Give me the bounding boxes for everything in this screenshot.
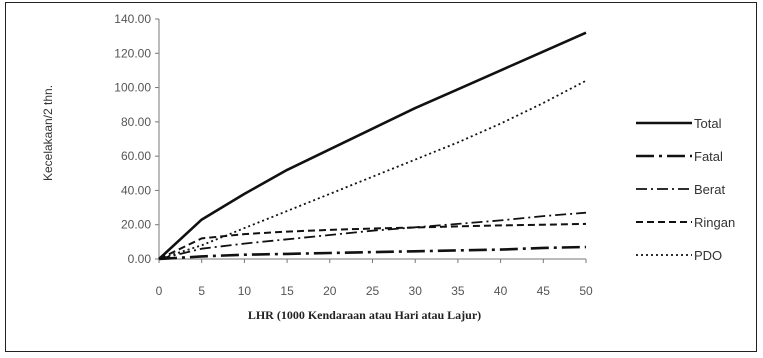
line-chart: 0.00 20.00 40.00 60.00 80.00 100.00 120.00 140.…: [41, 12, 735, 322]
y-axis-label: Kecelakaan/2 thn.: [41, 85, 55, 181]
chart-frame: 0.00 20.00 40.00 60.00 80.00 100.00 120.00 140.…: [5, 2, 757, 352]
axes: 0.00 20.00 40.00 60.00 80.00 100.00 120.00 140.…: [114, 12, 593, 298]
x-tick-label: 50: [579, 284, 593, 298]
x-tick-label: 0: [156, 284, 163, 298]
y-tick-label: 60.00: [121, 149, 151, 163]
x-tick-label: 40: [494, 284, 508, 298]
legend-label-total: Total: [694, 116, 722, 131]
legend-label-berat: Berat: [694, 182, 725, 197]
y-tick-label: 20.00: [121, 218, 151, 232]
x-axis-label: LHR (1000 Kendaraan atau Hari atau Lajur…: [248, 308, 481, 322]
series-group: [158, 31, 587, 261]
y-tick-label: 140.00: [114, 12, 151, 26]
x-tick-label: 15: [280, 284, 294, 298]
legend-label-ringan: Ringan: [694, 215, 735, 230]
series-line-pdo: [158, 79, 587, 260]
legend-label-pdo: PDO: [694, 248, 722, 263]
series-line-ringan: [158, 222, 587, 260]
y-tick-label: 0.00: [128, 252, 152, 266]
legend: Total Fatal Berat Ringan PDO: [636, 116, 735, 263]
y-tick-label: 80.00: [121, 115, 151, 129]
x-tick-label: 20: [323, 284, 337, 298]
y-tick-label: 40.00: [121, 183, 151, 197]
legend-label-fatal: Fatal: [694, 149, 723, 164]
x-tick-label: 35: [451, 284, 465, 298]
y-tick-label: 100.00: [114, 81, 151, 95]
series-line-total: [158, 31, 587, 260]
x-tick-label: 25: [366, 284, 380, 298]
x-tick-label: 45: [537, 284, 551, 298]
x-tick-label: 5: [198, 284, 205, 298]
series-line-berat: [158, 211, 587, 260]
x-tick-label: 30: [409, 284, 423, 298]
series-line-fatal: [158, 245, 587, 261]
x-tick-label: 10: [238, 284, 252, 298]
y-tick-label: 120.00: [114, 46, 151, 60]
